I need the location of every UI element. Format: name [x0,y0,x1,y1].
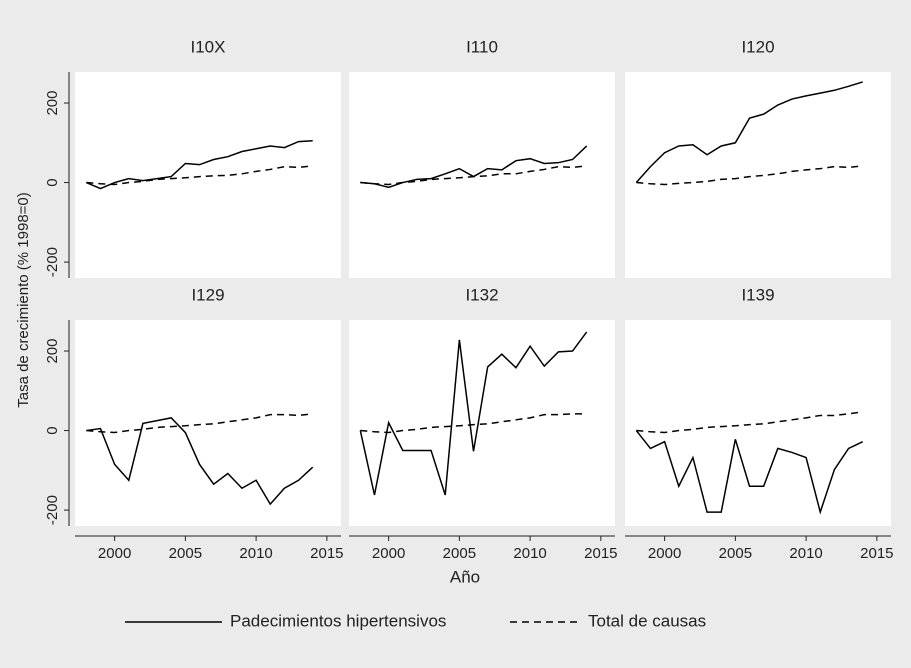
plot-area [75,72,341,278]
series-line [635,430,864,515]
x-tick-label: 2000 [648,545,681,562]
legend-label: Total de causas [588,611,706,630]
panel-title: I129 [191,285,224,304]
y-tick-label: 200 [44,339,61,364]
y-tick-label: -200 [44,247,61,277]
x-tick-label: 2005 [169,545,202,562]
x-tick-label: 2010 [239,545,272,562]
plot-area [75,320,341,526]
y-axis-label: Tasa de crecimiento (% 1998=0) [15,192,32,408]
series-line [635,81,863,184]
panel-title: I139 [741,285,774,304]
panel-title: I110 [466,37,498,56]
series-line [86,413,313,434]
plot-area [625,72,891,278]
panel-title: I120 [741,37,774,56]
y-tick-label: 0 [44,426,61,434]
panel-title: I10X [191,37,226,56]
series-line [86,417,314,506]
series-line [359,331,588,496]
x-tick-label: 2015 [584,545,617,562]
x-tick-label: 2015 [860,545,893,562]
series-line [86,165,313,186]
x-tick-label: 2010 [789,545,822,562]
x-tick-label: 2010 [513,545,546,562]
panel-title: I132 [465,285,498,304]
x-axis-label: Año [450,567,480,586]
legend-label: Padecimientos hipertensivos [230,611,446,630]
x-tick-label: 2000 [98,545,131,562]
series-line [636,165,863,186]
y-tick-label: -200 [44,495,61,525]
x-tick-label: 2005 [443,545,476,562]
plot-area [625,320,891,526]
x-tick-label: 2005 [719,545,752,562]
series-line [360,413,587,434]
y-tick-label: 0 [44,178,61,186]
plot-area [349,320,615,526]
y-tick-label: 200 [44,91,61,116]
series-line [636,411,863,434]
x-tick-label: 2000 [372,545,405,562]
series-line [86,140,313,190]
x-tick-label: 2015 [310,545,343,562]
series-line [360,165,587,186]
plot-area [349,72,615,278]
